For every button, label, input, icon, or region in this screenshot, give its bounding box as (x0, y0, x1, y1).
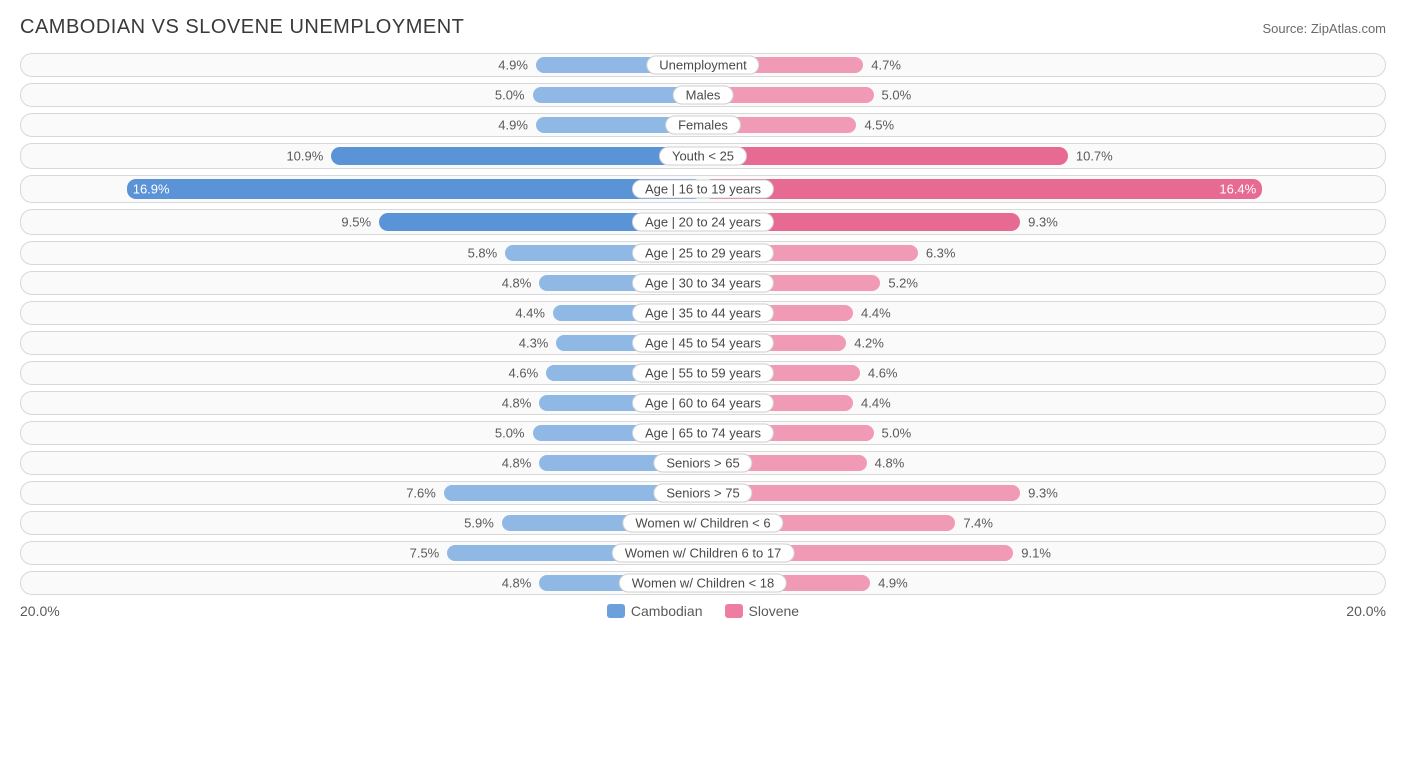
legend-item-slovene: Slovene (725, 603, 800, 619)
bar-value-left: 5.0% (495, 88, 533, 103)
chart-row: 4.3% 4.2% Age | 45 to 54 years (20, 331, 1386, 355)
bar-value-left: 4.4% (515, 306, 553, 321)
bar-value-left: 5.9% (464, 516, 502, 531)
chart-title: CAMBODIAN VS SLOVENE UNEMPLOYMENT (20, 16, 464, 39)
chart-row: 4.8% 4.8% Seniors > 65 (20, 451, 1386, 475)
row-category-label: Age | 35 to 44 years (632, 304, 774, 323)
legend: Cambodian Slovene (607, 603, 799, 619)
bar-value-right: 4.7% (863, 58, 901, 73)
chart-footer: 20.0% Cambodian Slovene 20.0% (20, 603, 1386, 619)
bar-value-left: 4.3% (519, 336, 557, 351)
row-category-label: Females (665, 116, 741, 135)
chart-row: 5.9% 7.4% Women w/ Children < 6 (20, 511, 1386, 535)
chart-row: 7.5% 9.1% Women w/ Children 6 to 17 (20, 541, 1386, 565)
bar-value-left: 10.9% (286, 149, 331, 164)
legend-item-cambodian: Cambodian (607, 603, 703, 619)
axis-right-max: 20.0% (1346, 603, 1386, 619)
chart-row: 4.4% 4.4% Age | 35 to 44 years (20, 301, 1386, 325)
bar-value-left: 4.8% (502, 276, 540, 291)
bar-value-right: 7.4% (955, 516, 993, 531)
row-category-label: Males (673, 86, 734, 105)
chart-row: 7.6% 9.3% Seniors > 75 (20, 481, 1386, 505)
row-category-label: Seniors > 75 (653, 484, 752, 503)
bar-value-right: 10.7% (1068, 149, 1113, 164)
chart-row: 4.8% 4.9% Women w/ Children < 18 (20, 571, 1386, 595)
bar-value-right: 4.9% (870, 576, 908, 591)
bar-value-left: 7.5% (410, 546, 448, 561)
chart-row: 4.6% 4.6% Age | 55 to 59 years (20, 361, 1386, 385)
chart-row: 5.0% 5.0% Age | 65 to 74 years (20, 421, 1386, 445)
bar-value-right: 16.4% (1219, 182, 1256, 197)
row-category-label: Age | 25 to 29 years (632, 244, 774, 263)
bar-left: 16.9% (127, 179, 703, 199)
bar-left: 10.9% (331, 147, 703, 165)
bar-value-left: 5.8% (468, 246, 506, 261)
chart-source: Source: ZipAtlas.com (1262, 21, 1386, 36)
diverging-bar-chart: 4.9% 4.7% Unemployment 5.0% 5.0% Males 4.9% 4.5… (20, 53, 1386, 595)
bar-value-left: 4.6% (509, 366, 547, 381)
bar-value-left: 4.8% (502, 576, 540, 591)
legend-swatch-icon (725, 604, 743, 618)
row-category-label: Age | 30 to 34 years (632, 274, 774, 293)
bar-value-right: 4.2% (846, 336, 884, 351)
row-category-label: Seniors > 65 (653, 454, 752, 473)
bar-value-right: 9.1% (1013, 546, 1051, 561)
bar-value-left: 4.8% (502, 396, 540, 411)
bar-value-right: 5.0% (874, 88, 912, 103)
row-category-label: Age | 65 to 74 years (632, 424, 774, 443)
row-category-label: Youth < 25 (659, 147, 747, 166)
bar-value-right: 4.8% (867, 456, 905, 471)
chart-row: 4.8% 4.4% Age | 60 to 64 years (20, 391, 1386, 415)
bar-right: 16.4% (703, 179, 1262, 199)
legend-label: Slovene (749, 603, 800, 619)
bar-value-left: 4.9% (498, 58, 536, 73)
row-category-label: Age | 60 to 64 years (632, 394, 774, 413)
bar-value-right: 4.6% (860, 366, 898, 381)
row-category-label: Age | 45 to 54 years (632, 334, 774, 353)
bar-value-right: 4.5% (856, 118, 894, 133)
bar-value-right: 5.0% (874, 426, 912, 441)
row-category-label: Unemployment (646, 56, 759, 75)
bar-value-left: 4.8% (502, 456, 540, 471)
row-category-label: Age | 55 to 59 years (632, 364, 774, 383)
bar-value-right: 6.3% (918, 246, 956, 261)
chart-row: 4.9% 4.5% Females (20, 113, 1386, 137)
bar-value-right: 4.4% (853, 396, 891, 411)
row-category-label: Women w/ Children < 18 (619, 574, 787, 593)
row-category-label: Women w/ Children 6 to 17 (612, 544, 795, 563)
bar-value-right: 4.4% (853, 306, 891, 321)
chart-row: 5.8% 6.3% Age | 25 to 29 years (20, 241, 1386, 265)
bar-right: 10.7% (703, 147, 1068, 165)
legend-swatch-icon (607, 604, 625, 618)
row-category-label: Age | 20 to 24 years (632, 213, 774, 232)
chart-row: 4.8% 5.2% Age | 30 to 34 years (20, 271, 1386, 295)
chart-row: 4.9% 4.7% Unemployment (20, 53, 1386, 77)
bar-value-right: 9.3% (1020, 215, 1058, 230)
bar-value-left: 4.9% (498, 118, 536, 133)
chart-row: 16.9% 16.4% Age | 16 to 19 years (20, 175, 1386, 203)
chart-row: 10.9%10.7%Youth < 25 (20, 143, 1386, 169)
bar-value-left: 9.5% (341, 215, 379, 230)
chart-header: CAMBODIAN VS SLOVENE UNEMPLOYMENT Source… (20, 16, 1386, 39)
axis-left-max: 20.0% (20, 603, 60, 619)
bar-value-left: 7.6% (406, 486, 444, 501)
bar-value-left: 5.0% (495, 426, 533, 441)
row-category-label: Women w/ Children < 6 (622, 514, 783, 533)
row-category-label: Age | 16 to 19 years (632, 180, 774, 199)
chart-row: 9.5% 9.3% Age | 20 to 24 years (20, 209, 1386, 235)
bar-value-right: 5.2% (880, 276, 918, 291)
legend-label: Cambodian (631, 603, 703, 619)
chart-row: 5.0% 5.0% Males (20, 83, 1386, 107)
bar-value-left: 16.9% (133, 182, 170, 197)
bar-value-right: 9.3% (1020, 486, 1058, 501)
